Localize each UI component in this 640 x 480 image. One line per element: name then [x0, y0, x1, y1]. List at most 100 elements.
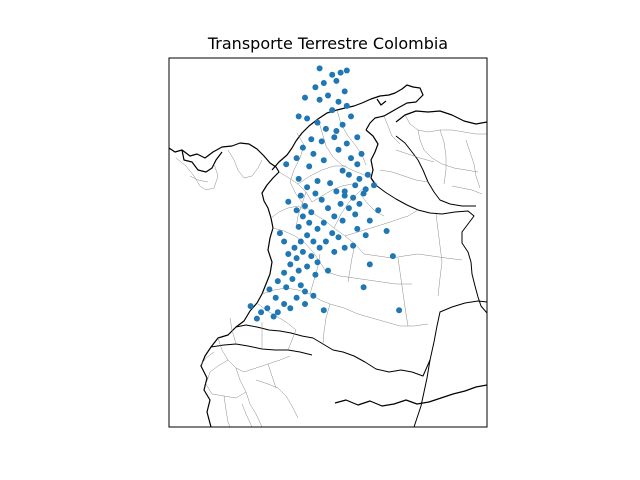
scatter-point [285, 198, 292, 205]
scatter-point [333, 188, 340, 195]
international-borders [210, 135, 487, 427]
map-frame [168, 57, 488, 428]
scatter-point [295, 113, 302, 120]
scatter-point [348, 155, 354, 162]
scatter-point [335, 146, 342, 153]
scatter-point [304, 115, 311, 122]
scatter-point [329, 71, 336, 78]
scatter-point [287, 261, 294, 268]
scatter-point [343, 102, 350, 109]
scatter-point [396, 307, 403, 314]
scatter-point [320, 157, 327, 164]
scatter-point [304, 232, 311, 239]
scatter-point [352, 211, 359, 218]
scatter-point [331, 248, 338, 255]
scatter-point [354, 225, 361, 232]
scatter-point [270, 313, 277, 320]
scatter-point [333, 77, 340, 84]
scatter-point [281, 269, 288, 276]
scatter-point [327, 180, 334, 187]
scatter-point [285, 251, 292, 257]
scatter-point [329, 107, 336, 114]
scatter-point [350, 194, 357, 201]
scatter-point [320, 307, 327, 314]
scatter-point [356, 175, 363, 182]
scatter-point [312, 190, 319, 197]
scatter-point [322, 125, 329, 132]
scatter-point [253, 315, 260, 322]
scatter-point [362, 232, 369, 239]
scatter-point [364, 171, 371, 178]
scatter-point [312, 271, 319, 278]
scatter-point [348, 113, 354, 120]
scatter-point [299, 213, 306, 220]
scatter-point [383, 228, 390, 234]
scatter-point [339, 121, 346, 128]
scatter-point [343, 67, 350, 74]
scatter-point [316, 96, 323, 103]
scatter-point [314, 178, 321, 184]
scatter-point [264, 305, 271, 312]
scatter-point [287, 305, 294, 312]
scatter-point [325, 92, 331, 99]
scatter-point [320, 219, 327, 226]
scatter-point [345, 171, 352, 178]
scatter-point [289, 276, 296, 282]
scatter-point [281, 238, 288, 245]
scatter-point [314, 225, 321, 232]
scatter-point [316, 65, 323, 72]
scatter-point [375, 207, 382, 214]
scatter-point [371, 182, 377, 189]
scatter-point [341, 192, 348, 199]
scatter-point [354, 134, 361, 141]
scatter-point [341, 188, 348, 195]
scatter-point [291, 244, 298, 251]
scatter-point [302, 94, 308, 101]
scatter-point [308, 209, 315, 216]
scatter-point [247, 303, 254, 310]
scatter-point [258, 309, 265, 316]
scatter-point [335, 98, 342, 105]
scatter-point [266, 286, 273, 293]
scatter-point [312, 84, 319, 91]
scatter-point [295, 175, 302, 182]
scatter-point [274, 278, 281, 285]
scatter-point [295, 223, 302, 230]
scatter-point [302, 288, 308, 295]
scatter-points [247, 65, 403, 322]
scatter-point [320, 80, 327, 86]
scatter-point [352, 182, 359, 189]
scatter-point [366, 261, 373, 268]
scatter-point [356, 200, 363, 207]
scatter-point [297, 192, 304, 199]
scatter-point [337, 200, 344, 207]
scatter-point [297, 238, 304, 245]
scatter-point [389, 253, 396, 260]
scatter-point [318, 138, 325, 145]
scatter-point [360, 284, 367, 291]
scatter-point [304, 263, 311, 270]
scatter-point [308, 253, 315, 260]
map-area [169, 65, 487, 427]
scatter-point [302, 203, 308, 209]
scatter-point [293, 207, 300, 214]
scatter-point [281, 301, 288, 307]
scatter-point [306, 163, 313, 170]
scatter-point [331, 134, 338, 141]
scatter-point [299, 248, 306, 255]
scatter-point [341, 88, 348, 95]
scatter-point [325, 205, 331, 212]
coastlines [169, 84, 487, 427]
scatter-point [354, 161, 361, 168]
scatter-point [293, 294, 300, 301]
scatter-point [350, 242, 357, 249]
scatter-point [314, 119, 321, 126]
scatter-point [274, 309, 281, 316]
scatter-point [325, 267, 331, 274]
scatter-point [297, 282, 304, 289]
scatter-point [339, 167, 346, 174]
scatter-point [366, 217, 373, 224]
scatter-point [304, 184, 311, 191]
scatter-point [339, 217, 346, 224]
